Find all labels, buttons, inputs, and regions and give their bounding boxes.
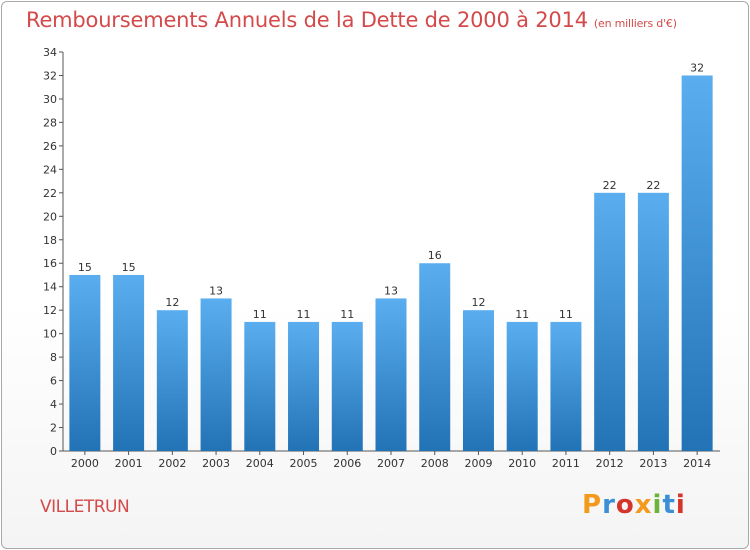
bar-value-label: 16 bbox=[428, 249, 442, 262]
chart-title-text: Remboursements Annuels de la Dette de 20… bbox=[26, 8, 588, 32]
x-tick-label: 2008 bbox=[421, 457, 449, 470]
y-tick-label: 2 bbox=[50, 422, 57, 435]
bar-value-label: 11 bbox=[253, 308, 267, 321]
y-tick-label: 34 bbox=[43, 46, 57, 59]
bar-value-label: 32 bbox=[690, 61, 704, 74]
bar bbox=[200, 298, 232, 451]
y-tick-label: 18 bbox=[43, 234, 57, 247]
bar bbox=[462, 310, 494, 451]
logo-letter: x bbox=[634, 490, 653, 520]
bar bbox=[331, 321, 363, 451]
y-tick-label: 12 bbox=[43, 304, 57, 317]
bar-value-label: 13 bbox=[384, 284, 398, 297]
x-tick-label: 2002 bbox=[158, 457, 186, 470]
bar bbox=[156, 310, 188, 451]
bar-value-label: 22 bbox=[603, 179, 617, 192]
bar-value-label: 15 bbox=[122, 261, 136, 274]
bar-value-label: 11 bbox=[559, 308, 573, 321]
bar-value-label: 11 bbox=[340, 308, 354, 321]
bar-value-label: 12 bbox=[471, 296, 485, 309]
y-tick-label: 30 bbox=[43, 93, 57, 106]
x-tick-label: 2000 bbox=[71, 457, 99, 470]
y-tick-label: 8 bbox=[50, 351, 57, 364]
y-tick-label: 24 bbox=[43, 163, 57, 176]
x-tick-label: 2010 bbox=[508, 457, 536, 470]
x-tick-label: 2006 bbox=[333, 457, 361, 470]
bar bbox=[419, 263, 451, 451]
y-tick-label: 0 bbox=[50, 445, 57, 458]
y-tick-label: 22 bbox=[43, 187, 57, 200]
logo-letter: t bbox=[662, 490, 676, 520]
bar bbox=[550, 321, 582, 451]
x-tick-label: 2001 bbox=[115, 457, 143, 470]
y-tick-label: 10 bbox=[43, 328, 57, 341]
x-tick-label: 2004 bbox=[246, 457, 274, 470]
bar bbox=[244, 321, 276, 451]
x-tick-label: 2009 bbox=[464, 457, 492, 470]
y-tick-label: 16 bbox=[43, 257, 57, 270]
logo-letter: i bbox=[652, 490, 663, 520]
x-tick-label: 2003 bbox=[202, 457, 230, 470]
bar-value-label: 11 bbox=[297, 308, 311, 321]
bar bbox=[288, 321, 320, 451]
logo-letter: i bbox=[675, 490, 686, 520]
bar bbox=[375, 298, 407, 451]
x-tick-label: 2012 bbox=[596, 457, 624, 470]
bar bbox=[594, 192, 626, 451]
logo-letter: o bbox=[615, 490, 635, 520]
y-tick-label: 4 bbox=[50, 398, 57, 411]
y-tick-label: 28 bbox=[43, 116, 57, 129]
bar-value-label: 22 bbox=[646, 179, 660, 192]
x-tick-label: 2014 bbox=[683, 457, 711, 470]
bar bbox=[113, 274, 145, 451]
commune-name: VILLETRUN bbox=[40, 497, 130, 517]
chart-subtitle: (en milliers d'€) bbox=[593, 17, 677, 30]
bar-value-label: 12 bbox=[165, 296, 179, 309]
y-tick-label: 6 bbox=[50, 375, 57, 388]
chart-title: Remboursements Annuels de la Dette de 20… bbox=[26, 8, 677, 32]
bar bbox=[637, 192, 669, 451]
bar bbox=[681, 75, 713, 452]
y-tick-label: 14 bbox=[43, 281, 57, 294]
logo-letter: P bbox=[582, 490, 603, 520]
bar-value-label: 11 bbox=[515, 308, 529, 321]
x-tick-label: 2013 bbox=[639, 457, 667, 470]
logo-letter: r bbox=[602, 490, 616, 520]
y-tick-label: 26 bbox=[43, 140, 57, 153]
bar-value-label: 15 bbox=[78, 261, 92, 274]
x-tick-label: 2005 bbox=[290, 457, 318, 470]
bar bbox=[506, 321, 538, 451]
y-tick-label: 32 bbox=[43, 69, 57, 82]
y-tick-label: 20 bbox=[43, 210, 57, 223]
bar bbox=[69, 274, 101, 451]
x-tick-label: 2007 bbox=[377, 457, 405, 470]
x-tick-label: 2011 bbox=[552, 457, 580, 470]
bar-value-label: 13 bbox=[209, 284, 223, 297]
proxiti-logo: Proxiti bbox=[582, 490, 686, 520]
